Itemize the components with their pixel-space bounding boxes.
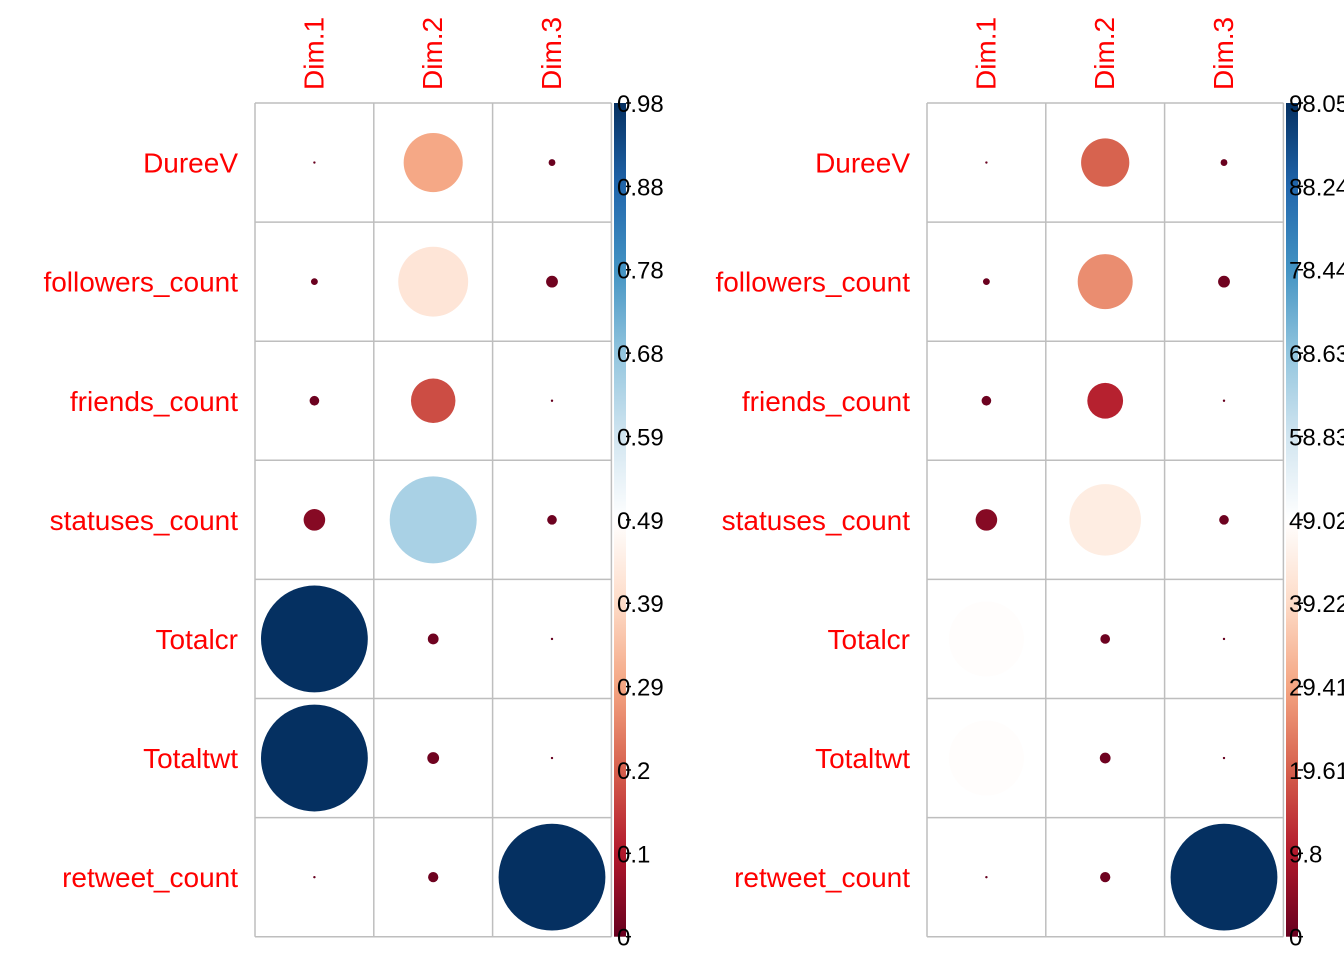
colorbar-tick-label: 0: [1289, 925, 1302, 952]
colorbar-tick-label: 0.39: [617, 591, 664, 618]
cell-circle: [309, 395, 320, 406]
cell-circle: [303, 509, 326, 531]
cell-circle: [427, 633, 439, 645]
colorbar: [614, 103, 626, 937]
cell-circle: [546, 275, 558, 288]
cell-circle: [1100, 634, 1111, 644]
cell-circle: [948, 601, 1024, 677]
cell-circle: [1081, 138, 1130, 187]
cell-circle: [1222, 399, 1226, 402]
cell-circle: [550, 399, 554, 402]
colorbar-tick-label: 0.2: [617, 758, 650, 785]
cell-circle: [410, 378, 456, 423]
cell-circle: [1222, 637, 1226, 641]
cell-circle: [1077, 254, 1133, 310]
colorbar-tick-label: 0.68: [617, 341, 664, 368]
cell-circle: [1222, 756, 1226, 760]
cell-circle: [427, 752, 440, 764]
colorbar-tick-label: 0.59: [617, 424, 664, 451]
colorbar-tick-label: 0.49: [617, 508, 664, 535]
colorbar-tick-label: 0.88: [617, 174, 664, 201]
cell-circle: [1218, 275, 1230, 288]
row-label: retweet_count: [62, 862, 238, 893]
colorbar-tick-label: 98.05: [1289, 91, 1344, 118]
cell-circle: [498, 823, 606, 931]
colorbar: [1286, 103, 1298, 937]
column-label: Dim.2: [417, 17, 448, 90]
cell-circle: [403, 133, 463, 193]
cell-circle: [398, 246, 469, 317]
colorbar-tick-label: 29.41: [1289, 675, 1344, 702]
row-label: followers_count: [715, 267, 910, 298]
cell-circle: [547, 515, 557, 525]
colorbar-tick-label: 0: [617, 925, 630, 952]
row-label: DureeV: [143, 148, 238, 179]
row-label: followers_count: [43, 267, 238, 298]
cell-circle: [1219, 515, 1229, 525]
colorbar-tick-label: 49.02: [1289, 508, 1344, 535]
row-label: friends_count: [742, 386, 910, 417]
cell-circle: [975, 509, 998, 531]
row-label: Totaltwt: [143, 743, 238, 774]
cell-circle: [1100, 872, 1111, 883]
colorbar-tick-label: 88.24: [1289, 174, 1344, 201]
cell-circle: [550, 637, 554, 641]
row-label: retweet_count: [734, 862, 910, 893]
panel-2: Dim.1 Dim.2 Dim.3 DureeV followers_countfrie…: [715, 17, 1344, 952]
colorbar-tick-label: 68.63: [1289, 341, 1344, 368]
cell-circle: [261, 704, 368, 812]
colorbar-tick-label: 0.78: [617, 258, 664, 285]
cell-circle: [1087, 382, 1124, 419]
cell-circle: [389, 476, 477, 564]
column-label: Dim.3: [536, 17, 567, 90]
column-label: Dim.1: [298, 17, 329, 90]
column-label: Dim.2: [1089, 17, 1120, 90]
colorbar-tick-label: 0.1: [617, 841, 650, 868]
colorbar-tick-label: 0.29: [617, 675, 664, 702]
row-label: Totalcr: [828, 624, 910, 655]
cell-circle: [1220, 159, 1228, 166]
cell-circle: [550, 756, 554, 760]
row-label: statuses_count: [722, 505, 911, 536]
cell-circle: [313, 161, 316, 164]
panel-1: Dim.1 Dim.2 Dim.3 DureeV followers_countfrie…: [43, 17, 663, 952]
cell-circle: [261, 585, 368, 693]
cell-circle: [948, 720, 1024, 796]
row-label: DureeV: [815, 148, 910, 179]
cell-circle: [985, 161, 988, 164]
cell-circle: [310, 278, 318, 286]
column-label: Dim.1: [970, 17, 1001, 90]
row-label: friends_count: [70, 386, 238, 417]
cell-circle: [548, 159, 556, 166]
row-label: statuses_count: [50, 505, 239, 536]
row-label: Totalcr: [156, 624, 238, 655]
cell-circle: [985, 875, 988, 879]
colorbar-tick-label: 19.61: [1289, 758, 1344, 785]
colorbar-tick-label: 58.83: [1289, 424, 1344, 451]
colorbar-tick-label: 0.98: [617, 91, 664, 118]
cell-circle: [1170, 823, 1278, 931]
cell-circle: [981, 395, 992, 406]
colorbar-tick-label: 78.44: [1289, 258, 1344, 285]
cell-circle: [428, 872, 439, 883]
cell-circle: [982, 278, 990, 286]
column-label: Dim.3: [1208, 17, 1239, 90]
row-label: Totaltwt: [815, 743, 910, 774]
cell-circle: [313, 875, 316, 879]
cell-circle: [1099, 752, 1111, 764]
colorbar-tick-label: 9.8: [1289, 841, 1322, 868]
colorbar-tick-label: 39.22: [1289, 591, 1344, 618]
cell-circle: [1069, 484, 1141, 556]
